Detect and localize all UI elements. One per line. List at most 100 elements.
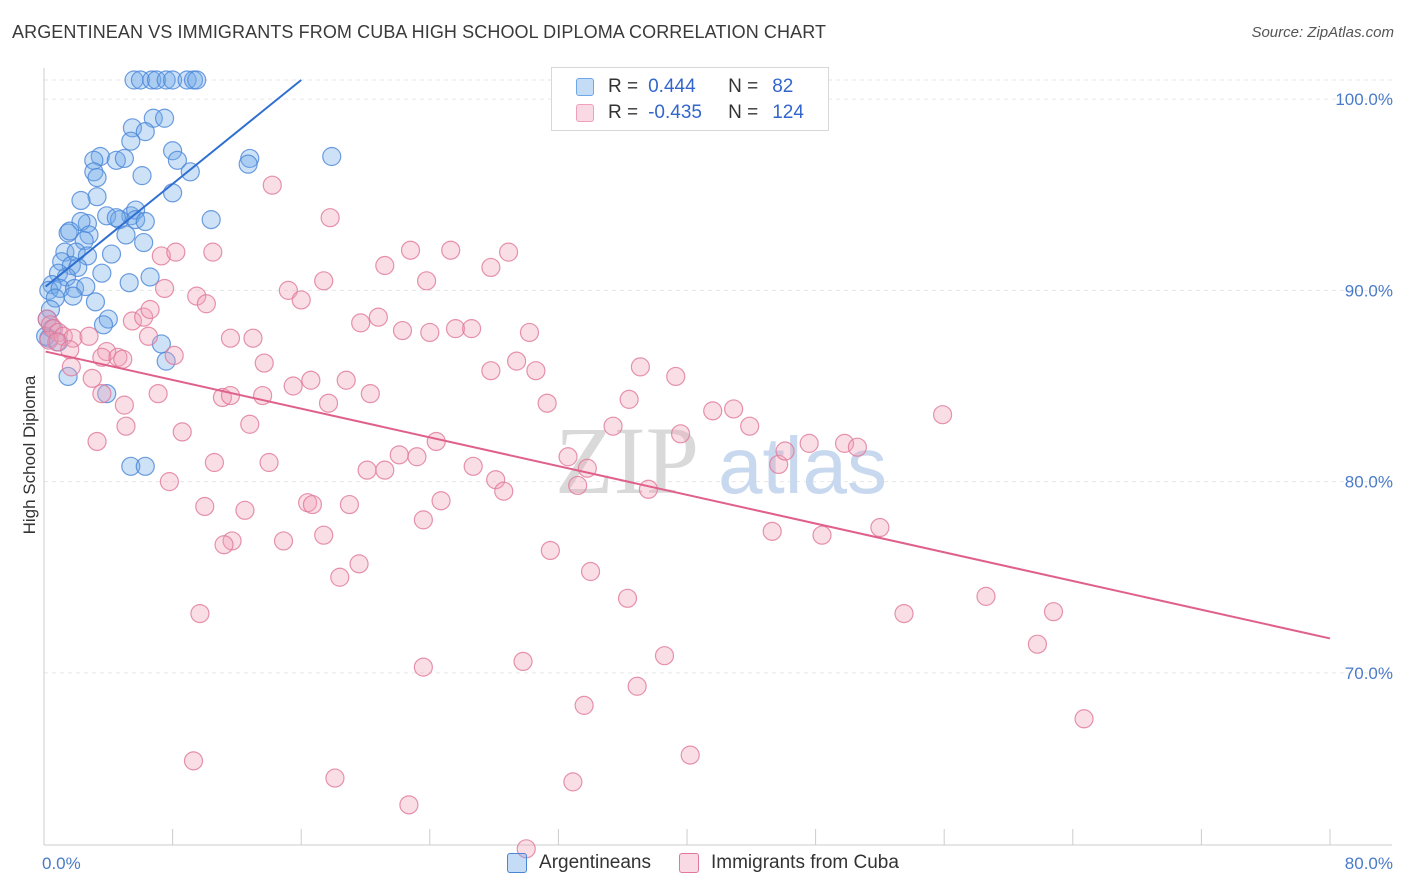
cuba-point: [603, 416, 623, 436]
cuba-point: [666, 366, 686, 387]
cuba-point: [283, 376, 303, 396]
cuba-point: [349, 554, 369, 574]
cuba-point: [278, 280, 298, 300]
cuba-point: [932, 405, 953, 425]
cuba-point: [976, 586, 996, 606]
series-label-argentineans: Argentineans: [539, 852, 651, 873]
cuba-point: [799, 433, 819, 453]
cuba-point: [314, 525, 334, 545]
series-legend-argentineans[interactable]: Argentineans: [507, 852, 651, 874]
cuba-point: [325, 768, 345, 788]
cuba-point: [360, 384, 380, 404]
cuba-point: [140, 299, 160, 320]
argentinean-point: [106, 208, 126, 228]
argentinean-point: [121, 131, 141, 151]
argentinean-trend-line: [44, 79, 302, 288]
cuba-point: [351, 313, 371, 333]
cuba-point: [445, 319, 466, 339]
cuba-point: [92, 347, 112, 367]
cuba-point: [426, 431, 446, 452]
cuba-point: [235, 500, 255, 520]
cuba-point: [389, 445, 409, 465]
cuba-point: [481, 257, 501, 278]
cuba-point: [563, 772, 583, 792]
argentinean-point: [119, 273, 139, 293]
argentinean-point: [93, 315, 114, 335]
cuba-point: [558, 447, 578, 467]
cuba-point: [166, 242, 186, 262]
cuba-point: [375, 460, 395, 480]
watermark-atlas: atlas: [718, 421, 887, 510]
argentinean-point: [114, 148, 134, 169]
cuba-point: [116, 416, 136, 436]
chart-title: ARGENTINEAN VS IMMIGRANTS FROM CUBA HIGH…: [12, 22, 827, 42]
legend-r-value: -0.435: [648, 102, 702, 123]
series-label-cuba: Immigrants from Cuba: [711, 852, 899, 873]
y-tick-label: 90.0%: [1345, 281, 1393, 300]
cuba-point: [834, 433, 855, 453]
argentinean-point: [130, 70, 151, 90]
cuba-point: [138, 326, 159, 346]
argentinean-point: [134, 232, 154, 253]
argentinean-point: [132, 166, 152, 186]
argentinean-point: [87, 187, 107, 207]
legend-r-value: 0.444: [648, 76, 696, 97]
argentinean-point: [76, 276, 96, 297]
cuba-point: [627, 676, 647, 696]
cuba-point: [703, 401, 723, 421]
cuba-point: [461, 319, 482, 339]
cuba-point: [63, 328, 83, 348]
cuba-point: [172, 422, 192, 442]
cuba-point: [580, 561, 601, 582]
cuba-point: [39, 330, 59, 350]
argentinean-point: [101, 244, 122, 264]
series-legend-cuba[interactable]: Immigrants from Cuba: [679, 852, 899, 874]
cuba-point: [214, 535, 234, 555]
cuba-point: [151, 246, 171, 266]
cuba-point: [148, 384, 168, 404]
argentinean-point: [87, 167, 107, 188]
argentinean-point: [135, 211, 155, 232]
argentinean-point: [84, 162, 104, 182]
argentinean-point: [60, 221, 80, 241]
x-tick-label-max: 80.0%: [1345, 854, 1393, 873]
correlation-legend: R = 0.444 N = 82 R = -0.435 N = 124: [551, 67, 829, 131]
cuba-point: [220, 385, 241, 406]
cuba-point: [159, 472, 179, 492]
cuba-point: [187, 286, 207, 306]
cuba-point: [240, 414, 260, 434]
cuba-point: [638, 479, 659, 499]
cuba-point: [204, 452, 224, 473]
cuba-point: [413, 510, 433, 530]
cuba-point: [262, 175, 282, 195]
cuba-point: [392, 320, 413, 341]
legend-swatch-argentineans: [576, 78, 594, 96]
series-swatch-cuba: [679, 853, 699, 873]
y-tick-label: 70.0%: [1345, 664, 1393, 683]
cuba-point: [314, 271, 334, 291]
argentinean-point: [121, 456, 141, 476]
cuba-point: [60, 340, 80, 360]
series-legend: Argentineans Immigrants from Cuba: [0, 852, 1406, 874]
source-label: Source: ZipAtlas.com: [1251, 24, 1394, 41]
cuba-point: [336, 370, 356, 390]
cuba-point: [320, 208, 340, 228]
cuba-point: [680, 745, 700, 765]
cuba-point: [1027, 634, 1048, 654]
cuba-point: [301, 370, 321, 390]
cuba-point: [526, 361, 546, 381]
cuba-point: [407, 447, 427, 467]
cuba-point: [318, 393, 339, 413]
argentinean-point: [71, 190, 91, 211]
y-tick-label: 100.0%: [1335, 90, 1393, 109]
argentinean-point: [238, 154, 258, 174]
series-swatch-argentineans: [507, 853, 528, 873]
cuba-point: [203, 242, 223, 262]
cuba-point: [164, 345, 184, 365]
cuba-point: [413, 657, 433, 677]
argentinean-point: [177, 70, 197, 90]
cuba-point: [481, 361, 501, 381]
cuba-point: [134, 307, 154, 327]
argentinean-point: [74, 231, 94, 251]
